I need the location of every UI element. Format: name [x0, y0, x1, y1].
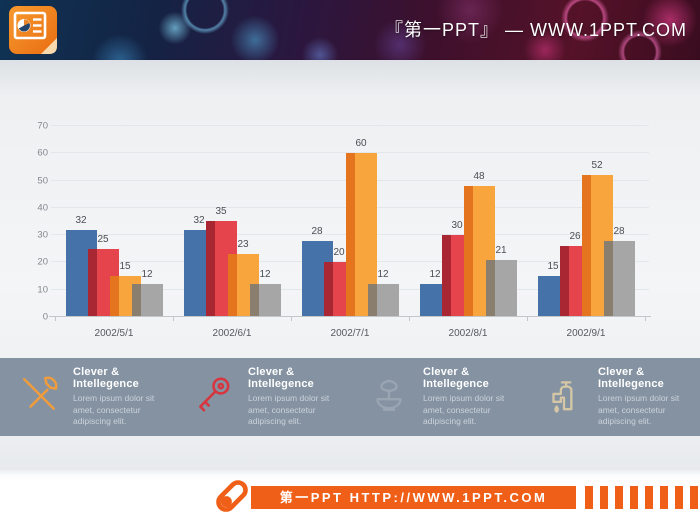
y-tick-label: 10 — [37, 284, 48, 296]
bar-value-label: 12 — [377, 269, 389, 281]
bar-value-label: 15 — [119, 261, 131, 273]
feature-body: Lorem ipsum dolor sit amet, consectetur … — [248, 392, 330, 427]
x-axis-tick — [645, 317, 646, 321]
feature-item-faucet: Clever & Intellegence Lorem ipsum dolor … — [525, 358, 700, 436]
x-axis-tick — [291, 317, 292, 321]
feature-title: Clever & Intellegence — [423, 365, 489, 390]
x-axis-line — [49, 316, 651, 317]
gridline — [51, 124, 649, 126]
x-axis-category-label: 2002/7/1 — [330, 328, 370, 339]
faucet-icon — [543, 374, 585, 421]
y-tick-label: 50 — [37, 175, 48, 186]
gridline — [51, 152, 649, 154]
bar-value-label: 20 — [333, 247, 345, 259]
feature-title: Clever & Intellegence — [598, 365, 664, 390]
bar-chart: 32 25 15 12 2002/5/1 32 35 23 12 2002/6/1 28 20 60 12… — [49, 124, 651, 339]
x-axis-category-label: 2002/9/1 — [566, 328, 606, 339]
bar-value-label: 26 — [569, 231, 581, 243]
footer-site-link[interactable]: 第一PPT HTTP://WWW.1PPT.COM — [251, 486, 576, 509]
stripes-decoration — [585, 486, 700, 509]
x-axis-category-label: 2002/5/1 — [94, 328, 134, 339]
site-title[interactable]: 『第一PPT』 — WWW.1PPT.COM — [384, 20, 687, 40]
footer: 第一PPT HTTP://WWW.1PPT.COM — [0, 470, 700, 525]
y-tick-label: 60 — [37, 147, 48, 159]
x-axis-category-label: 2002/8/1 — [448, 328, 488, 339]
feature-item-tools: Clever & Intellegence Lorem ipsum dolor … — [0, 358, 175, 436]
chart-group: 28 20 60 12 2002/7/1 — [291, 126, 409, 339]
x-axis-category-label: 2002/6/1 — [212, 328, 252, 339]
feature-title: Clever & Intellegence — [248, 365, 314, 390]
feature-item-key: Clever & Intellegence Lorem ipsum dolor … — [175, 358, 350, 436]
y-tick-label: 40 — [37, 202, 48, 214]
bar-value-label: 12 — [259, 269, 271, 281]
y-tick-label: 0 — [42, 311, 48, 323]
bar-value-label: 28 — [613, 225, 625, 237]
x-axis-tick — [173, 317, 174, 321]
chart-group: 12 30 48 21 2002/8/1 — [409, 126, 527, 339]
feature-body: Lorem ipsum dolor sit amet, consectetur … — [73, 392, 155, 427]
bar-series-gray: 12 — [131, 269, 163, 317]
y-axis: 0 10 20 30 40 50 60 70 — [26, 120, 48, 322]
bar-value-label: 15 — [547, 261, 559, 273]
bar-value-label: 21 — [495, 244, 507, 256]
slide-canvas: 0 10 20 30 40 50 60 70 32 25 15 12 2002/5/1 32 35 23 12… — [0, 60, 700, 470]
bar-value-label: 60 — [355, 138, 367, 150]
bar-series-gray: 12 — [249, 269, 281, 317]
bar-value-label: 32 — [75, 214, 87, 226]
pill-link-icon — [213, 475, 251, 522]
y-tick-label: 70 — [37, 120, 48, 132]
bar-series-gray: 21 — [485, 245, 517, 317]
tools-icon — [18, 374, 60, 421]
y-tick-label: 30 — [37, 229, 48, 241]
header-banner: 『第一PPT』 — WWW.1PPT.COM — [0, 0, 700, 60]
x-axis-tick — [409, 317, 410, 321]
bar-value-label: 28 — [311, 225, 323, 237]
chart-group: 15 26 52 28 2002/9/1 — [527, 126, 645, 339]
feature-item-fountain: Clever & Intellegence Lorem ipsum dolor … — [350, 358, 525, 436]
chart-group: 32 25 15 12 2002/5/1 — [55, 126, 173, 339]
feature-title: Clever & Intellegence — [73, 365, 139, 390]
fountain-icon — [368, 374, 410, 421]
feature-body: Lorem ipsum dolor sit amet, consectetur … — [423, 392, 505, 427]
bar-value-label: 35 — [215, 206, 227, 218]
bar-value-label: 52 — [591, 160, 603, 172]
bar-value-label: 30 — [451, 220, 463, 232]
bar-series-gray: 12 — [367, 269, 399, 317]
x-axis-tick — [55, 317, 56, 321]
key-icon — [193, 374, 235, 421]
bar-value-label: 12 — [429, 269, 441, 281]
bar-series-gray: 28 — [603, 226, 635, 317]
y-tick-label: 20 — [37, 256, 48, 268]
bar-value-label: 32 — [193, 214, 205, 226]
chart-group: 32 35 23 12 2002/6/1 — [173, 126, 291, 339]
x-axis-tick — [527, 317, 528, 321]
powerpoint-logo-icon — [8, 5, 58, 60]
feature-band: Clever & Intellegence Lorem ipsum dolor … — [0, 358, 700, 436]
bar-value-label: 23 — [237, 239, 249, 251]
bar-value-label: 12 — [141, 269, 153, 281]
feature-body: Lorem ipsum dolor sit amet, consectetur … — [598, 392, 680, 427]
bar-value-label: 25 — [97, 233, 109, 245]
bar-value-label: 48 — [473, 170, 485, 182]
chart-groups: 32 25 15 12 2002/5/1 32 35 23 12 2002/6/1 28 20 60 12… — [55, 126, 645, 339]
